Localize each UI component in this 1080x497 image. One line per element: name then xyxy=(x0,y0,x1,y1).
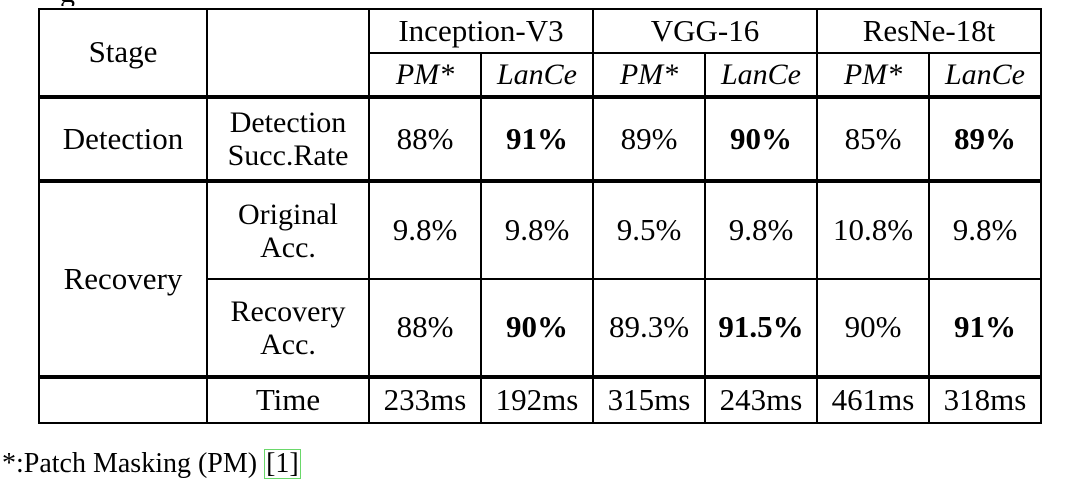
metric-line: Original xyxy=(238,197,338,231)
table-row: Recovery Acc. 88% 90% 89.3% 91.5% 90% 91… xyxy=(39,278,1042,378)
metric-cell: Time xyxy=(206,375,370,424)
results-table-container: Stage Inception-V3 VGG-16 ResNe-18t PM* … xyxy=(38,8,1042,424)
value-cell: 85% xyxy=(816,95,930,182)
metric-line: Recovery xyxy=(230,294,346,328)
value-cell: 192ms xyxy=(480,375,594,424)
model-header-inception: Inception-V3 xyxy=(368,8,594,54)
value-cell: 90% xyxy=(704,95,818,182)
metric-header-empty xyxy=(206,8,370,98)
metric-cell: Detection Succ.Rate xyxy=(206,95,370,182)
results-table: Stage Inception-V3 VGG-16 ResNe-18t PM* … xyxy=(38,8,1042,424)
model-header-vgg: VGG-16 xyxy=(592,8,818,54)
value-cell: 90% xyxy=(816,278,930,378)
method-header-pm: PM* xyxy=(592,52,706,98)
metric-line: Detection xyxy=(229,106,347,139)
value-cell: 88% xyxy=(368,278,482,378)
value-cell: 9.8% xyxy=(704,179,818,280)
metric-line: Succ.Rate xyxy=(227,139,349,172)
value-cell: 9.8% xyxy=(928,179,1042,280)
method-header-pm: PM* xyxy=(368,52,482,98)
value-cell: 89% xyxy=(592,95,706,182)
value-cell: 9.5% xyxy=(592,179,706,280)
value-cell: 318ms xyxy=(928,375,1042,424)
stage-cell: Recovery xyxy=(38,179,208,378)
metric-cell: Original Acc. xyxy=(206,179,370,280)
value-cell: 9.8% xyxy=(480,179,594,280)
metric-line: Acc. xyxy=(260,230,316,264)
method-header-lance: LanCe xyxy=(480,52,594,98)
value-cell: 91% xyxy=(928,278,1042,378)
footnote: *:Patch Masking (PM) [1] xyxy=(2,448,301,480)
value-cell: 233ms xyxy=(368,375,482,424)
method-header-lance: LanCe xyxy=(928,52,1042,98)
value-cell: 243ms xyxy=(704,375,818,424)
value-cell: 91% xyxy=(480,95,594,182)
table-row: Recovery Original Acc. 9.8% 9.8% 9.5% 9.… xyxy=(38,179,1042,378)
model-header-resnet: ResNe-18t xyxy=(816,8,1042,54)
citation-link[interactable]: [1] xyxy=(264,448,301,479)
value-cell: 89% xyxy=(928,95,1042,182)
value-cell: 88% xyxy=(368,95,482,182)
metric-line: Acc. xyxy=(260,327,316,361)
stage-cell-empty xyxy=(38,375,208,424)
stage-header: Stage xyxy=(38,8,208,98)
table-row: Time 233ms 192ms 315ms 243ms 461ms 318ms xyxy=(38,375,1042,424)
table-row: Detection Detection Succ.Rate 88% 91% 89… xyxy=(38,95,1042,182)
stage-cell: Detection xyxy=(38,95,208,182)
value-cell: 461ms xyxy=(816,375,930,424)
value-cell: 315ms xyxy=(592,375,706,424)
value-cell: 91.5% xyxy=(704,278,818,378)
footnote-text: *:Patch Masking (PM) xyxy=(2,448,265,479)
method-header-pm: PM* xyxy=(816,52,930,98)
metric-cell: Recovery Acc. xyxy=(206,278,370,378)
value-cell: 89.3% xyxy=(592,278,706,378)
value-cell: 9.8% xyxy=(368,179,482,280)
method-header-lance: LanCe xyxy=(704,52,818,98)
value-cell: 90% xyxy=(480,278,594,378)
value-cell: 10.8% xyxy=(816,179,930,280)
cropped-caption-fragment: g xyxy=(0,0,140,6)
